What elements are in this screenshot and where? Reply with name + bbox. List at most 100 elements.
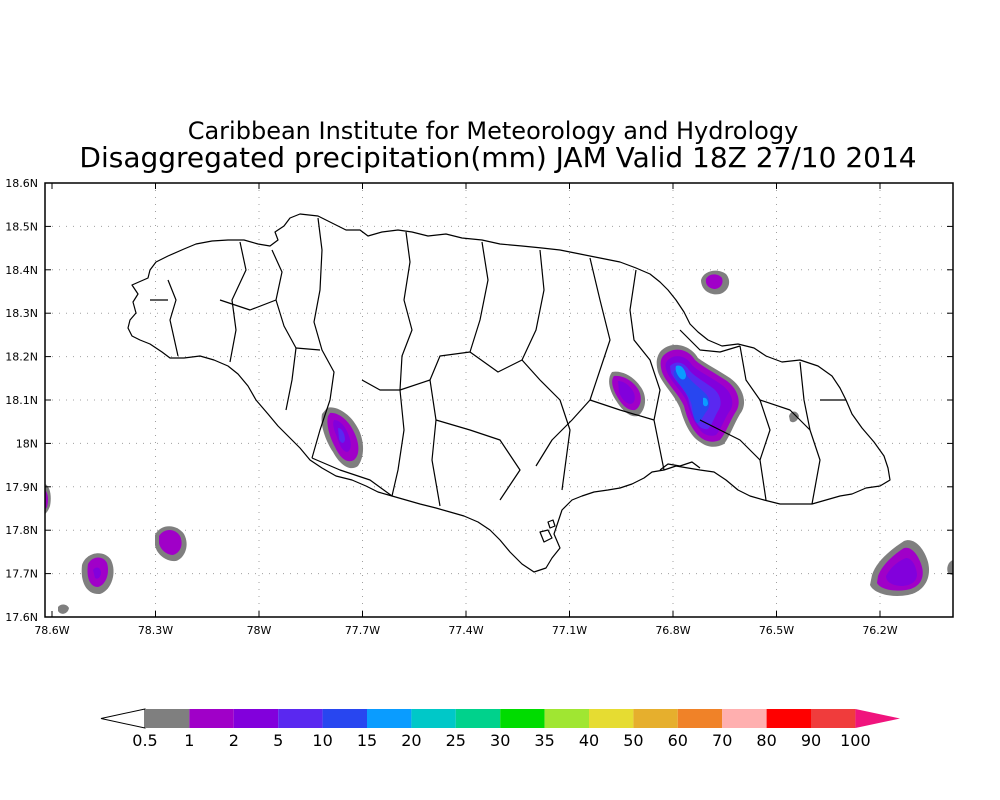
rain-cell-ne-core (705, 274, 723, 289)
boundary-3 (271, 249, 297, 411)
colorbar-swatch (811, 709, 856, 728)
y-tick-label: 17.6N (5, 611, 38, 624)
boundary-20 (295, 347, 321, 351)
precipitation-colorbar: 0.5 1 2 5 10 15 20 25 30 35 40 50 60 70 80 90 100 (100, 708, 900, 750)
colorbar-swatch (145, 709, 190, 728)
colorbar-label: 0.5 (132, 731, 157, 750)
colorbar-label: 35 (534, 731, 554, 750)
colorbar-swatch (544, 709, 589, 728)
longitude-axis: 78.6W 78.3W 78W 77.7W 77.4W 77.1W 76.8W 76.5W 76… (34, 183, 898, 637)
boundary-8 (535, 257, 611, 467)
title-institute: Caribbean Institute for Meteorology and … (188, 117, 799, 145)
rain-cell-west-peak (338, 428, 345, 443)
colorbar-swatch (589, 709, 634, 728)
colorbar-label: 5 (273, 731, 283, 750)
boundary-17 (589, 399, 655, 421)
colorbar-swatch (722, 709, 767, 728)
x-tick-label: 77.1W (552, 624, 587, 637)
x-tick-label: 76.8W (655, 624, 690, 637)
x-tick-label: 78.3W (138, 624, 173, 637)
colorbar-label: 80 (756, 731, 776, 750)
rain-cell-east-peak (675, 365, 686, 380)
island-outline (127, 213, 891, 573)
rain-cell-se-l2 (886, 558, 917, 586)
jamaica-coastline (127, 213, 891, 573)
rain-cell-sw1-core (159, 530, 182, 555)
boundary-12 (435, 419, 521, 501)
colorbar-swatch (455, 709, 501, 728)
y-tick-label: 18.5N (5, 220, 38, 233)
colorbar-swatch (633, 709, 678, 728)
rain-cell-east-edge (947, 560, 953, 575)
colorbar-swatch (677, 709, 723, 728)
colorbar-label: 40 (579, 731, 599, 750)
colorbar-swatch (766, 709, 811, 728)
latitude-axis: 18.6N 18.5N 18.4N 18.3N 18.2N 18.1N 18N 17.9N 17… (5, 177, 953, 624)
lat-lon-grid (45, 183, 953, 617)
colorbar-label: 10 (312, 731, 332, 750)
cay-2 (547, 519, 556, 529)
colorbar-label: 90 (801, 731, 821, 750)
y-tick-label: 18N (16, 437, 38, 450)
boundary-14 (739, 345, 771, 501)
y-tick-label: 18.3N (5, 307, 38, 320)
x-tick-label: 76.2W (862, 624, 897, 637)
colorbar-swatch (411, 709, 456, 728)
harbour (659, 461, 701, 471)
colorbar-label: 70 (712, 731, 732, 750)
boundary-5 (391, 231, 413, 497)
y-tick-label: 18.2N (5, 351, 38, 364)
boundary-10 (521, 359, 571, 491)
x-tick-label: 77.4W (448, 624, 483, 637)
boundary-1 (167, 279, 179, 357)
rain-cell-west-edge-core (45, 490, 49, 509)
rain-cell-sw-dot (58, 604, 69, 614)
boundary-18 (219, 299, 277, 311)
y-tick-label: 17.9N (5, 481, 38, 494)
colorbar-under-triangle (100, 708, 146, 729)
boundary-13 (679, 329, 741, 353)
boundary-2 (229, 241, 247, 363)
boundary-7 (469, 249, 545, 373)
y-tick-label: 18.4N (5, 264, 38, 277)
cay-1 (539, 529, 553, 543)
colorbar-label: 30 (490, 731, 510, 750)
rain-cell-central-core (618, 381, 635, 404)
boundary-22 (311, 457, 393, 497)
rain-cell-east-l4 (673, 369, 710, 423)
y-tick-label: 18.1N (5, 394, 38, 407)
rain-cell-sw2-peak (93, 567, 101, 579)
x-tick-label: 76.5W (759, 624, 794, 637)
y-tick-label: 18.6N (5, 177, 38, 190)
boundary-9 (629, 269, 665, 471)
x-tick-label: 77.7W (345, 624, 380, 637)
colorbar-swatch (367, 709, 412, 728)
colorbar-label: 100 (840, 731, 871, 750)
y-tick-label: 17.8N (5, 524, 38, 537)
colorbar-label: 15 (357, 731, 377, 750)
boundary-16 (699, 419, 761, 461)
x-tick-label: 78.6W (34, 624, 69, 637)
colorbar-over-triangle (855, 709, 900, 728)
x-tick-label: 78W (247, 624, 272, 637)
colorbar-label: 20 (401, 731, 421, 750)
rainfall-shading (45, 270, 953, 614)
title-product: Disaggregated precipitation(mm) JAM Vali… (79, 141, 916, 174)
boundary-11 (399, 379, 431, 391)
boundary-21 (361, 379, 400, 391)
boundary-4 (311, 217, 335, 459)
boundary-24 (759, 399, 811, 431)
colorbar-swatch (278, 709, 323, 728)
rain-cell-east-dot (789, 411, 799, 423)
rain-cell-east-peak2 (703, 397, 708, 407)
colorbar-swatch (189, 709, 234, 728)
y-tick-label: 17.7N (5, 568, 38, 581)
colorbar-label: 25 (446, 731, 466, 750)
colorbar-label: 60 (668, 731, 688, 750)
colorbar-swatch (322, 709, 367, 728)
colorbar-swatch (500, 709, 545, 728)
boundary-6 (429, 241, 489, 507)
colorbar-label: 2 (229, 731, 239, 750)
colorbar-swatch (233, 709, 279, 728)
